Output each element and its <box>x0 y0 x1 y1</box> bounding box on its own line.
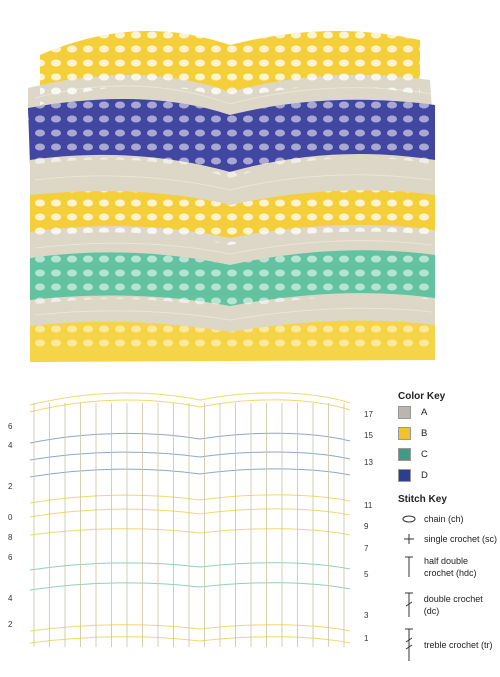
lace-holes <box>28 30 435 352</box>
right-row-number: 17 <box>364 410 373 419</box>
right-row-number: 15 <box>364 431 373 440</box>
oval-chain-icon <box>402 515 416 523</box>
color-swatch-d <box>398 469 411 482</box>
t-hdc-icon <box>405 556 413 577</box>
color-key-title: Color Key <box>398 391 446 402</box>
color-key-item-c: C <box>398 448 428 461</box>
left-row-number: 2 <box>8 482 13 491</box>
stitch-texture <box>34 85 433 321</box>
color-key-label: C <box>421 449 428 460</box>
left-row-number: 6 <box>8 553 13 562</box>
t-double-slash-tr-icon <box>405 628 413 661</box>
stitch-key-dc: double crochet (dc) <box>398 592 500 618</box>
color-swatch-b <box>398 427 411 440</box>
stitch-key-label: double crochet (dc) <box>423 594 483 616</box>
stitch-key-sc: single crochet (sc) <box>398 533 497 545</box>
stitch-key-label: single crochet (sc) <box>424 534 498 544</box>
right-row-numbers: 17 15 13 11 9 7 5 3 1 <box>364 410 373 643</box>
right-row-number: 1 <box>364 634 369 643</box>
band-cream-3 <box>30 224 435 272</box>
right-row-number: 13 <box>364 458 373 467</box>
stitch-chart: 6 4 2 0 8 6 4 2 17 15 13 11 9 7 5 3 1 <box>8 392 373 647</box>
left-row-number: 8 <box>8 533 13 542</box>
chart-vertical-stitches <box>33 403 345 647</box>
color-key-label: B <box>421 428 428 439</box>
left-row-number: 4 <box>8 441 13 450</box>
chart-color-bands <box>29 392 351 644</box>
band-yellow-rows <box>29 392 351 644</box>
right-row-number: 5 <box>364 570 369 579</box>
stitch-key-label-line: crochet (hdc) <box>424 568 477 578</box>
color-key-item-d: D <box>398 469 428 482</box>
left-row-number: 0 <box>8 513 13 522</box>
color-key-item-a: A <box>398 406 427 419</box>
stitch-key-label: chain (ch) <box>424 514 464 524</box>
color-key-item-b: B <box>398 427 427 440</box>
right-row-number: 3 <box>364 611 369 620</box>
cross-sc-icon <box>404 534 414 544</box>
left-row-number: 6 <box>8 422 13 431</box>
t-slash-dc-icon <box>404 592 413 617</box>
stitch-key-title: Stitch Key <box>398 494 447 505</box>
stitch-key-label: treble crochet (tr) <box>424 640 493 650</box>
band-green-rows <box>29 562 351 591</box>
left-row-numbers: 6 4 2 0 8 6 4 2 <box>8 422 13 629</box>
color-swatch-c <box>398 448 411 461</box>
stitch-key-tr: treble crochet (tr) <box>398 628 493 662</box>
left-row-number: 2 <box>8 620 13 629</box>
crochet-swatch-photo <box>28 30 435 362</box>
color-swatch-a <box>398 406 411 419</box>
stitch-key-label-hdc: half double crochet (hdc) <box>424 555 477 579</box>
band-blue-rows <box>29 432 351 478</box>
stitch-key-label-line: half double <box>424 556 469 566</box>
left-row-number: 4 <box>8 594 13 603</box>
color-key-label: D <box>421 470 428 481</box>
right-row-number: 11 <box>364 501 373 510</box>
right-row-number: 7 <box>364 544 369 553</box>
stitch-key-hdc: half double crochet (hdc) <box>398 555 477 579</box>
color-key-label: A <box>421 407 428 418</box>
right-row-number: 9 <box>364 522 369 531</box>
stitch-key-chain: chain (ch) <box>398 513 464 525</box>
